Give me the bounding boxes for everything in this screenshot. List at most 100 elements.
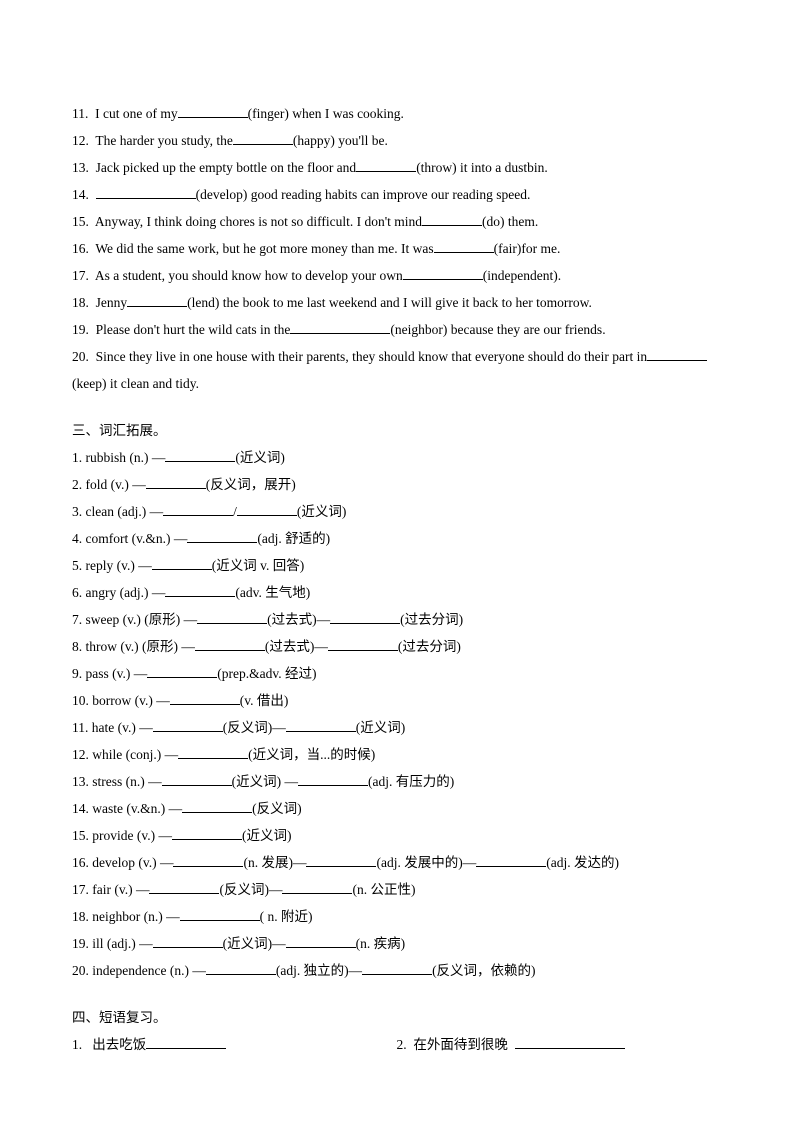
blank[interactable]	[328, 637, 398, 652]
blank[interactable]	[178, 745, 248, 760]
blank[interactable]	[149, 880, 219, 895]
blank[interactable]	[286, 718, 356, 733]
blank[interactable]	[647, 347, 707, 362]
hint: (neighbor) because they are our friends.	[390, 322, 605, 337]
blank[interactable]	[163, 502, 233, 517]
num: 12.	[72, 133, 89, 148]
item-18: 18. Jenny (lend) the book to me last week…	[72, 289, 721, 316]
blank[interactable]	[286, 934, 356, 949]
num: 15.	[72, 214, 89, 229]
blank[interactable]	[298, 772, 368, 787]
section-4-title: 四、短语复习。	[72, 1004, 721, 1031]
vocab-10: 10. borrow (v.) —(v. 借出)	[72, 687, 721, 714]
item-11: 11. I cut one of my (finger) when I was c…	[72, 100, 721, 127]
item-12: 12. The harder you study, the(happy) you…	[72, 127, 721, 154]
blank[interactable]	[146, 475, 206, 490]
item-17: 17. As a student, you should know how to…	[72, 262, 721, 289]
blank[interactable]	[146, 1035, 226, 1050]
vocab-20: 20. independence (n.) —(adj. 独立的)—(反义词，依…	[72, 957, 721, 984]
vocab-7: 7. sweep (v.) (原形) —(过去式)—(过去分词)	[72, 606, 721, 633]
blank[interactable]	[515, 1035, 625, 1050]
pre-text: Jenny	[96, 295, 128, 310]
pre-text: Since they live in one house with their …	[96, 349, 648, 364]
vocab-1: 1. rubbish (n.) —(近义词)	[72, 444, 721, 471]
num: 20.	[72, 349, 89, 364]
tail-text: (keep) it clean and tidy.	[72, 376, 199, 391]
blank[interactable]	[153, 934, 223, 949]
blank[interactable]	[422, 212, 482, 227]
pre-text: I cut one of my	[95, 106, 177, 121]
section-3-list: 1. rubbish (n.) —(近义词) 2. fold (v.) —(反义…	[72, 444, 721, 984]
blank[interactable]	[197, 610, 267, 625]
vocab-4: 4. comfort (v.&n.) —(adj. 舒适的)	[72, 525, 721, 552]
item-20-tail: (keep) it clean and tidy.	[72, 370, 721, 397]
blank[interactable]	[170, 691, 240, 706]
blank[interactable]	[180, 907, 260, 922]
hint: (throw) it into a dustbin.	[416, 160, 548, 175]
vocab-3: 3. clean (adj.) —/(近义词)	[72, 498, 721, 525]
num: 11.	[72, 106, 88, 121]
vocab-13: 13. stress (n.) —(近义词) —(adj. 有压力的)	[72, 768, 721, 795]
vocab-12: 12. while (conj.) —(近义词，当...的时候)	[72, 741, 721, 768]
blank[interactable]	[233, 131, 293, 146]
item-13: 13. Jack picked up the empty bottle on t…	[72, 154, 721, 181]
blank[interactable]	[162, 772, 232, 787]
vocab-15: 15. provide (v.) —(近义词)	[72, 822, 721, 849]
hint: (develop) good reading habits can improv…	[196, 187, 531, 202]
blank[interactable]	[356, 158, 416, 173]
vocab-16: 16. develop (v.) —(n. 发展)—(adj. 发展中的)—(a…	[72, 849, 721, 876]
section-2-list: 11. I cut one of my (finger) when I was c…	[72, 100, 721, 397]
vocab-17: 17. fair (v.) —(反义词)—(n. 公正性)	[72, 876, 721, 903]
pre-text: We did the same work, but he got more mo…	[95, 241, 433, 256]
item-14: 14. (develop) good reading habits can im…	[72, 181, 721, 208]
blank[interactable]	[147, 664, 217, 679]
phrase-1: 1. 出去吃饭	[72, 1031, 397, 1058]
blank[interactable]	[403, 266, 483, 281]
vocab-19: 19. ill (adj.) —(近义词)—(n. 疾病)	[72, 930, 721, 957]
section-4-row: 1. 出去吃饭 2. 在外面待到很晚	[72, 1031, 721, 1058]
hint: (fair)for me.	[494, 241, 561, 256]
blank[interactable]	[237, 502, 297, 517]
blank[interactable]	[476, 853, 546, 868]
vocab-14: 14. waste (v.&n.) —(反义词)	[72, 795, 721, 822]
pre-text: Jack picked up the empty bottle on the f…	[96, 160, 357, 175]
blank[interactable]	[282, 880, 352, 895]
num: 18.	[72, 295, 89, 310]
item-15: 15. Anyway, I think doing chores is not …	[72, 208, 721, 235]
hint: (happy) you'll be.	[293, 133, 388, 148]
blank[interactable]	[206, 961, 276, 976]
blank[interactable]	[290, 320, 390, 335]
blank[interactable]	[153, 718, 223, 733]
blank[interactable]	[195, 637, 265, 652]
blank[interactable]	[96, 185, 196, 200]
blank[interactable]	[182, 799, 252, 814]
hint: (lend) the book to me last weekend and I…	[187, 295, 592, 310]
vocab-5: 5. reply (v.) —(近义词 v. 回答)	[72, 552, 721, 579]
blank[interactable]	[187, 529, 257, 544]
pre-text: Please don't hurt the wild cats in the	[96, 322, 291, 337]
blank[interactable]	[172, 826, 242, 841]
blank[interactable]	[127, 293, 187, 308]
section-3-title: 三、词汇拓展。	[72, 417, 721, 444]
item-16: 16. We did the same work, but he got mor…	[72, 235, 721, 262]
blank[interactable]	[306, 853, 376, 868]
hint: (finger) when I was cooking.	[248, 106, 404, 121]
blank[interactable]	[173, 853, 243, 868]
blank[interactable]	[165, 448, 235, 463]
hint: (independent).	[483, 268, 561, 283]
num: 14.	[72, 187, 89, 202]
vocab-9: 9. pass (v.) —(prep.&adv. 经过)	[72, 660, 721, 687]
item-20: 20. Since they live in one house with th…	[72, 343, 721, 370]
blank[interactable]	[330, 610, 400, 625]
blank[interactable]	[178, 104, 248, 119]
pre-text: As a student, you should know how to dev…	[95, 268, 403, 283]
vocab-8: 8. throw (v.) (原形) —(过去式)—(过去分词)	[72, 633, 721, 660]
blank[interactable]	[362, 961, 432, 976]
hint: (do) them.	[482, 214, 538, 229]
vocab-6: 6. angry (adj.) —(adv. 生气地)	[72, 579, 721, 606]
blank[interactable]	[165, 583, 235, 598]
blank[interactable]	[434, 239, 494, 254]
num: 19.	[72, 322, 89, 337]
pre-text: Anyway, I think doing chores is not so d…	[95, 214, 422, 229]
blank[interactable]	[152, 556, 212, 571]
